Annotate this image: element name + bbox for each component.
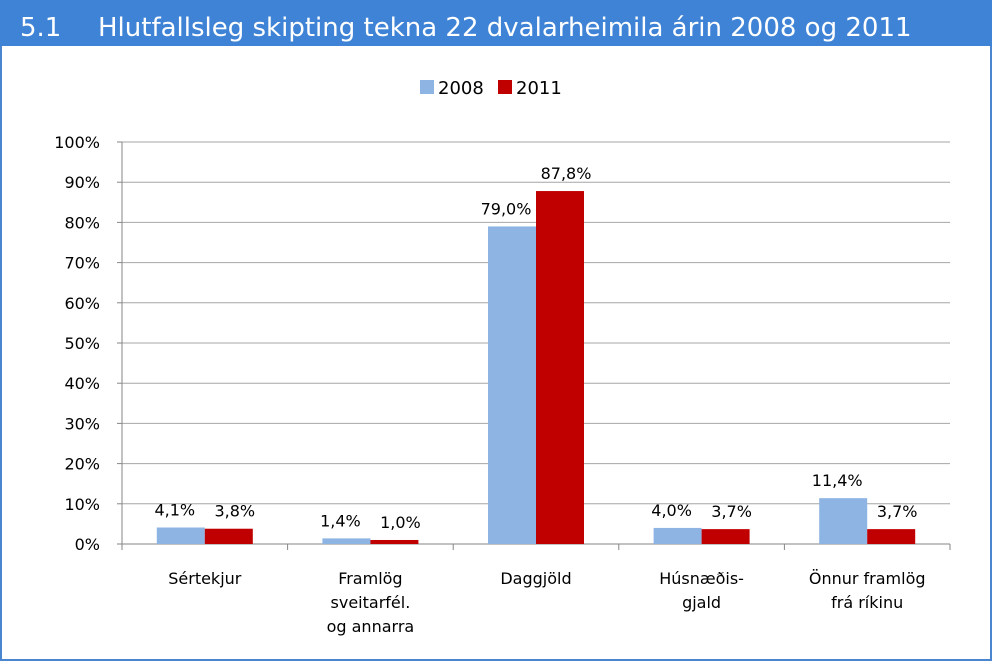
- data-label: 11,4%: [812, 471, 863, 490]
- bar: [867, 529, 916, 544]
- bar: [536, 191, 584, 544]
- x-tick-label-line: frá ríkinu: [831, 593, 903, 612]
- y-tick-label: 20%: [64, 455, 100, 474]
- legend-swatch: [498, 80, 512, 94]
- x-tick-label-line: Önnur framlög: [809, 569, 926, 588]
- x-tick-label-line: Sértekjur: [168, 569, 242, 588]
- data-label: 3,8%: [214, 502, 255, 521]
- y-tick-label: 60%: [64, 294, 100, 313]
- x-tick-label: Daggjöld: [500, 569, 571, 588]
- x-tick-label: Framlög sveitarfél. og annarra: [327, 569, 415, 636]
- bar: [488, 226, 536, 545]
- bar: [653, 527, 702, 544]
- header-number: 5.1: [20, 13, 61, 43]
- header-bar: [0, 0, 992, 46]
- data-label: 3,7%: [711, 502, 752, 521]
- legend-label: 2008: [438, 78, 484, 99]
- bar: [701, 529, 750, 544]
- x-tick-label-line: sveitarfél.: [331, 593, 411, 612]
- y-tick-label: 100%: [54, 133, 100, 152]
- data-label: 4,1%: [154, 501, 195, 520]
- x-tick-label-line: Húsnæðis-: [659, 569, 744, 588]
- y-tick-label: 40%: [64, 374, 100, 393]
- x-tick-label: Húsnæðis-gjald: [659, 569, 744, 612]
- x-tick-label-line: Framlög: [338, 569, 402, 588]
- y-tick-label: 0%: [75, 535, 100, 554]
- x-tick-label-line: Daggjöld: [500, 569, 571, 588]
- legend-label: 2011: [516, 78, 562, 99]
- y-tick-label: 30%: [64, 414, 100, 433]
- legend-swatch: [420, 80, 434, 94]
- header-title: Hlutfallsleg skipting tekna 22 dvalarhei…: [98, 13, 912, 43]
- data-label: 79,0%: [481, 199, 532, 218]
- y-tick-label: 10%: [64, 495, 100, 514]
- data-label: 1,0%: [380, 513, 421, 532]
- data-label: 1,4%: [320, 511, 361, 530]
- y-tick-label: 70%: [64, 254, 100, 273]
- data-label: 87,8%: [541, 164, 592, 183]
- y-tick-label: 90%: [64, 173, 100, 192]
- bar: [819, 498, 868, 544]
- data-label: 4,0%: [651, 501, 692, 520]
- bar: [322, 538, 371, 544]
- bar: [204, 528, 253, 544]
- data-label: 3,7%: [877, 502, 918, 521]
- x-tick-label: Sértekjur: [168, 569, 242, 588]
- x-tick-label: Önnur framlög frá ríkinu: [809, 569, 926, 612]
- bar: [370, 539, 419, 544]
- x-tick-label-line: og annarra: [327, 617, 415, 636]
- bar: [156, 527, 205, 544]
- y-tick-label: 80%: [64, 213, 100, 232]
- x-tick-label-line: gjald: [682, 593, 721, 612]
- y-tick-label: 50%: [64, 334, 100, 353]
